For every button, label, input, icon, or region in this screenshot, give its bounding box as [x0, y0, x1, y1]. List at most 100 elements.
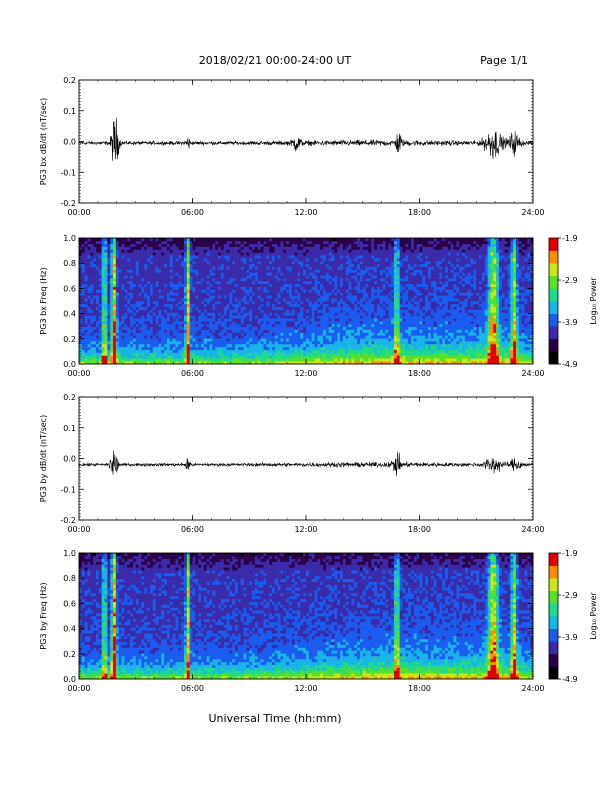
spectrogram-cell [351, 335, 355, 339]
spectrogram-cell [277, 240, 281, 245]
spectrogram-cell [297, 323, 301, 328]
spectrogram-cell [374, 358, 378, 362]
spectrogram-cell [144, 306, 148, 310]
spectrogram-cell [147, 329, 151, 333]
spectrogram-cell [294, 309, 298, 313]
spectrogram-cell [249, 272, 253, 276]
spectrogram-cell [294, 306, 298, 310]
spectrogram-cell [127, 332, 131, 336]
spectrogram-cell [303, 298, 307, 302]
spectrogram-cell [368, 318, 372, 322]
spectrogram-cell [379, 283, 383, 287]
spectrogram-cell [181, 361, 185, 365]
spectrogram-cell [93, 238, 97, 242]
spectrogram-cell [115, 309, 120, 313]
spectrogram-cell [220, 338, 225, 342]
spectrogram-cell [308, 249, 312, 253]
spectrogram-cell [118, 309, 122, 313]
spectrogram-cell [181, 301, 185, 305]
spectrogram-cell [130, 275, 134, 279]
spectrogram-cell [161, 301, 165, 305]
spectrogram-cell [359, 321, 364, 325]
spectrogram-cell [317, 243, 321, 247]
spectrogram-cell [158, 289, 162, 293]
spectrogram-cell [237, 269, 242, 273]
spectrogram-cell [311, 306, 315, 310]
spectrogram-cell [203, 361, 207, 365]
spectrogram-cell [323, 346, 327, 350]
spectrogram-cell [192, 352, 196, 356]
spectrogram-cell [169, 329, 173, 333]
spectrogram-cell [201, 318, 205, 322]
spectrogram-cell [172, 338, 176, 342]
spectrogram-cell [342, 358, 347, 362]
spectrogram-cell [206, 258, 210, 262]
spectrogram-cell [354, 263, 358, 267]
spectrogram-cell [376, 278, 381, 282]
spectrogram-cell [189, 361, 193, 365]
spectrogram-cell [385, 321, 389, 325]
spectrogram-cell [359, 335, 364, 339]
spectrogram-cell [175, 295, 179, 299]
spectrogram-cell [388, 355, 392, 359]
spectrogram-cell [212, 255, 216, 259]
spectrogram-cell [229, 361, 233, 365]
spectrogram-cell [365, 338, 369, 342]
spectrogram-cell [201, 286, 205, 290]
spectrogram-cell [195, 258, 199, 262]
spectrogram-cell [198, 335, 202, 339]
spectrogram-cell [300, 269, 304, 273]
spectrogram-cell [172, 283, 176, 287]
spectrogram-cell [271, 321, 276, 325]
spectrogram-cell [229, 289, 233, 293]
spectrogram-cell [152, 301, 156, 305]
spectrogram-cell [246, 306, 250, 310]
spectrogram-cell [218, 298, 222, 302]
spectrogram-cell [323, 249, 327, 253]
spectrogram-cell [274, 338, 278, 342]
spectrogram-cell [260, 312, 264, 316]
spectrogram-cell [124, 255, 128, 259]
spectrogram-cell [201, 312, 205, 316]
spectrogram-cell [169, 309, 173, 313]
spectrogram-cell [147, 352, 151, 356]
spectrogram-cell [132, 329, 137, 333]
spectrogram-cell [87, 352, 91, 356]
spectrogram-cell [161, 332, 165, 336]
spectrogram-cell [243, 269, 247, 273]
spectrogram-cell [371, 260, 375, 265]
spectrogram-cell [206, 312, 210, 316]
spectrogram-cell [294, 238, 298, 242]
spectrogram-cell [260, 341, 264, 345]
spectrogram-cell [331, 283, 335, 287]
spectrogram-cell [166, 329, 171, 333]
spectrogram-cell [237, 263, 242, 267]
spectrogram-cell [155, 243, 159, 247]
spectrogram-cell [223, 260, 227, 265]
spectrogram-cell [252, 321, 256, 325]
spectrogram-cell [237, 275, 242, 279]
spectrogram-cell [183, 303, 188, 308]
spectrogram-cell [257, 278, 261, 282]
spectrogram-cell [257, 298, 261, 302]
spectrogram-cell [252, 252, 256, 256]
spectrogram-cell [147, 255, 151, 259]
spectrogram-cell [320, 255, 324, 259]
spectrogram-cell [147, 341, 151, 345]
spectrogram-cell [172, 292, 176, 296]
spectrogram-cell [192, 263, 196, 267]
spectrogram-cell [201, 255, 205, 259]
spectrogram-cell [178, 295, 182, 299]
spectrogram-cell [385, 306, 389, 310]
spectrogram-cell [368, 286, 372, 290]
spectrogram-cell [220, 306, 225, 310]
spectrogram-cell [368, 338, 372, 342]
spectrogram-cell [189, 243, 193, 247]
spectrogram-cell [308, 280, 312, 285]
spectrogram-cell [113, 358, 117, 362]
spectrogram-cell [300, 312, 304, 316]
spectrogram-cell [342, 303, 347, 308]
spectrogram-cell [362, 252, 366, 256]
spectrogram-cell [260, 335, 264, 339]
spectrogram-cell [144, 312, 148, 316]
